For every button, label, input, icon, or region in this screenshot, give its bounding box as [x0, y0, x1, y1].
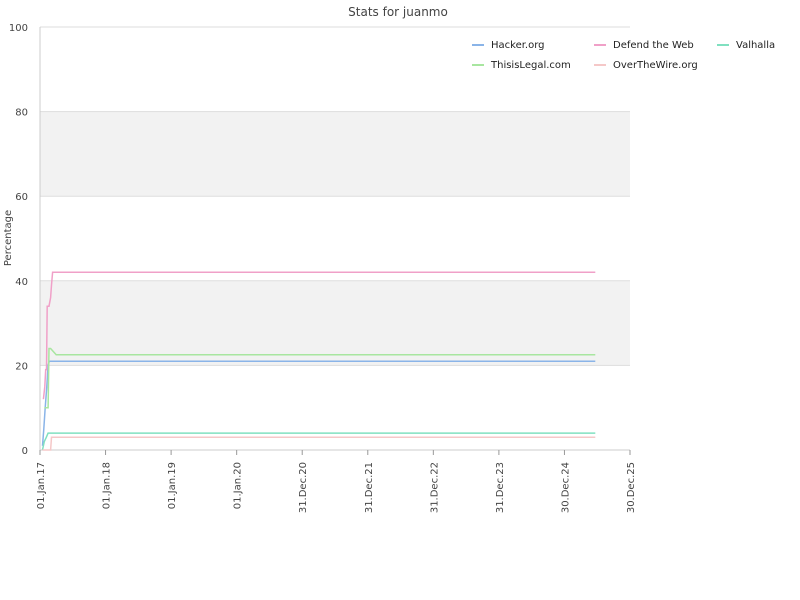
- y-tick-label: 100: [9, 23, 28, 34]
- y-tick-label: 60: [15, 192, 28, 203]
- x-tick-label: 01.Jan.19: [167, 462, 178, 509]
- y-tick-label: 80: [15, 108, 28, 119]
- legend-label: Defend the Web: [613, 40, 694, 51]
- x-tick-label: 31.Dec.23: [495, 462, 506, 513]
- legend: Hacker.org Defend the Web Valhalla ThisisLe…: [472, 40, 775, 71]
- series-line: [44, 347, 596, 409]
- plot-background: [40, 27, 630, 450]
- legend-label: OverTheWire.org: [613, 60, 698, 71]
- y-tick-label: 20: [15, 361, 28, 372]
- legend-label: Hacker.org: [491, 40, 545, 51]
- y-tick-label: 0: [22, 446, 28, 457]
- x-tick-label: 30.Dec.24: [560, 462, 571, 513]
- y-tick-label: 40: [15, 277, 28, 288]
- x-tick-label: 31.Dec.22: [429, 462, 440, 513]
- series-line: [42, 436, 596, 451]
- grid-band: [40, 280, 630, 366]
- y-axis-title: Percentage: [3, 210, 14, 266]
- x-tick-label: 30.Dec.25: [626, 462, 637, 513]
- x-tick-label: 31.Dec.21: [364, 462, 375, 513]
- grid-band: [40, 111, 630, 197]
- plot-area: 0 20 40 60 80 100 01.Jan.17 01.Jan.18 01.Jan.19 0…: [9, 23, 637, 513]
- x-tick-label: 01.Jan.20: [233, 462, 244, 509]
- chart-title: Stats for juanmo: [348, 5, 448, 19]
- legend-label: Valhalla: [736, 40, 775, 51]
- x-tick-label: 01.Jan.17: [36, 462, 47, 509]
- x-tick-label: 01.Jan.18: [102, 462, 113, 509]
- series-line: [42, 271, 596, 400]
- x-tick-label: 31.Dec.20: [298, 462, 309, 513]
- legend-label: ThisisLegal.com: [490, 60, 571, 71]
- series-line: [41, 432, 596, 451]
